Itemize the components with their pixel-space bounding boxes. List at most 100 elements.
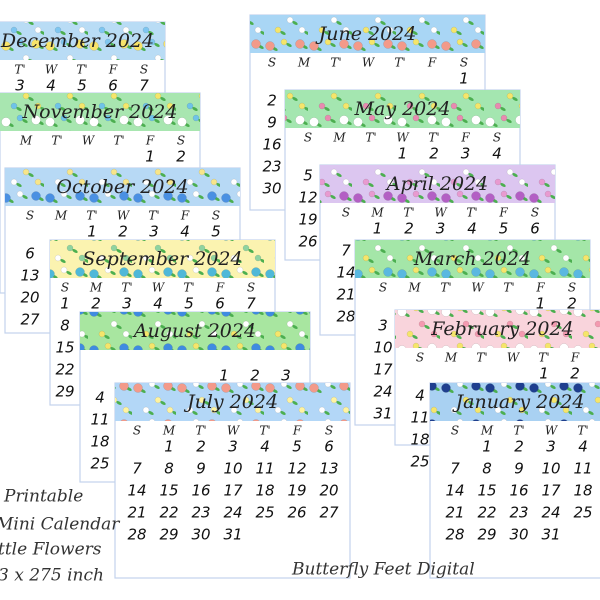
weekday-label: T': [503, 281, 514, 295]
day-number: 1: [145, 148, 155, 166]
weekday-label: W: [396, 131, 410, 145]
header-band: [395, 310, 600, 348]
day-number: 2: [176, 148, 186, 166]
caption: Mini Calendar: [0, 515, 120, 535]
day-number: 3: [461, 145, 471, 163]
day-number: 19: [298, 211, 317, 229]
day-number: 23: [262, 158, 281, 176]
weekday-label: S: [531, 206, 539, 220]
weekday-label: M: [332, 131, 346, 145]
day-number: 7: [450, 460, 460, 478]
day-number: 27: [20, 311, 40, 329]
day-number: 18: [255, 482, 274, 500]
day-number: 4: [180, 223, 190, 241]
day-number: 25: [573, 504, 592, 522]
weekday-label: F: [292, 424, 302, 438]
weekday-label: S: [304, 131, 312, 145]
weekday-label: T': [195, 424, 206, 438]
month-title: October 2024: [56, 176, 188, 198]
weekday-label: S: [61, 281, 69, 295]
day-number: 7: [139, 77, 149, 95]
day-number: 17: [223, 482, 243, 500]
day-number: 28: [127, 526, 146, 544]
day-number: 29: [159, 526, 178, 544]
weekday-label: T': [394, 56, 405, 70]
day-number: 10: [223, 460, 242, 478]
weekday-label: W: [152, 281, 166, 295]
day-number: 8: [164, 460, 174, 478]
weekday-label: W: [507, 351, 521, 365]
day-number: 2: [404, 220, 414, 238]
day-number: 1: [219, 367, 229, 385]
weekday-label: T': [148, 209, 159, 223]
day-number: 2: [267, 92, 277, 110]
weekday-label: T': [428, 131, 439, 145]
weekday-label: S: [568, 281, 576, 295]
header-band: [430, 383, 600, 421]
weekday-label: W: [227, 424, 241, 438]
month-title: June 2024: [315, 23, 417, 45]
day-number: 11: [90, 411, 109, 429]
weekday-label: W: [434, 206, 448, 220]
day-number: 1: [87, 223, 97, 241]
day-number: 17: [541, 482, 561, 500]
day-number: 18: [410, 431, 429, 449]
day-number: 26: [298, 233, 317, 251]
day-number: 25: [255, 504, 274, 522]
day-number: 2: [570, 365, 580, 383]
day-number: 6: [108, 77, 118, 95]
weekday-label: T': [183, 281, 194, 295]
header-band: [0, 93, 200, 131]
day-number: 30: [262, 180, 281, 198]
weekday-label: S: [212, 209, 220, 223]
day-number: 1: [536, 295, 546, 313]
day-number: 28: [336, 308, 355, 326]
day-number: 4: [95, 389, 105, 407]
header-band: [115, 383, 350, 421]
day-number: 3: [15, 77, 25, 95]
month-title: April 2024: [385, 173, 489, 195]
day-number: 14: [445, 482, 464, 500]
day-number: 1: [164, 438, 174, 456]
weekday-label: S: [133, 424, 141, 438]
weekday-label: M: [89, 281, 103, 295]
day-number: 11: [255, 460, 274, 478]
weekday-label: T': [259, 424, 270, 438]
weekday-label: S: [416, 351, 424, 365]
day-number: 18: [90, 433, 109, 451]
day-number: 1: [60, 295, 70, 313]
day-number: 4: [153, 295, 163, 313]
day-number: 1: [482, 438, 492, 456]
weekday-label: F: [460, 131, 470, 145]
day-number: 20: [319, 482, 338, 500]
weekday-label: T': [330, 56, 341, 70]
header-band: [355, 240, 590, 278]
day-number: 29: [55, 383, 74, 401]
day-number: 2: [250, 367, 260, 385]
day-number: 4: [467, 220, 477, 238]
weekday-label: S: [26, 209, 34, 223]
day-number: 15: [159, 482, 178, 500]
weekday-label: W: [471, 281, 485, 295]
month-title: November 2024: [22, 101, 178, 123]
weekday-label: M: [370, 206, 384, 220]
day-number: 4: [415, 387, 425, 405]
weekday-label: T': [76, 63, 87, 77]
calendar-stack: December 2024 T' W T' F S 3 4 5 6 7 November 2024 M T…: [0, 14, 600, 579]
day-number: 5: [211, 223, 221, 241]
day-number: 3: [228, 438, 238, 456]
day-number: 3: [436, 220, 446, 238]
day-number: 25: [410, 453, 429, 471]
day-number: 7: [246, 295, 256, 313]
weekday-label: M: [162, 424, 176, 438]
day-number: 12: [298, 189, 317, 207]
day-number: 31: [541, 526, 560, 544]
day-number: 31: [373, 405, 392, 423]
day-number: 24: [541, 504, 560, 522]
day-number: 13: [319, 460, 338, 478]
day-number: 9: [267, 114, 277, 132]
month-title: March 2024: [413, 248, 531, 270]
